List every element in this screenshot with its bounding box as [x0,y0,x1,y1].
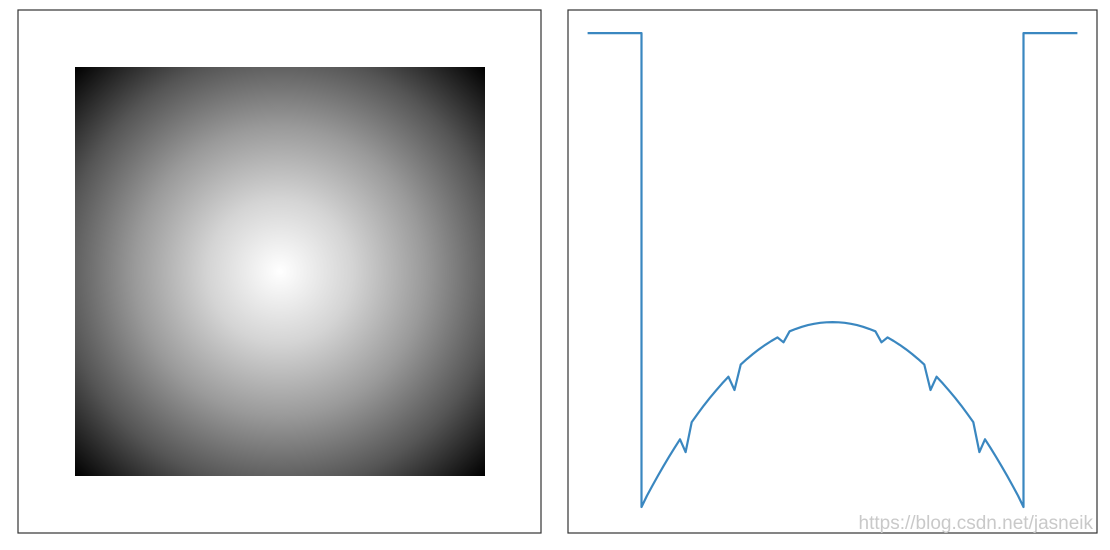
radial-gradient-image [75,67,485,476]
heatmap-panel [17,9,542,534]
line-panel [567,9,1098,534]
watermark-text: https://blog.csdn.net/jasneik [859,513,1094,534]
line-panel-frame [567,9,1098,534]
line-series [587,32,1078,509]
